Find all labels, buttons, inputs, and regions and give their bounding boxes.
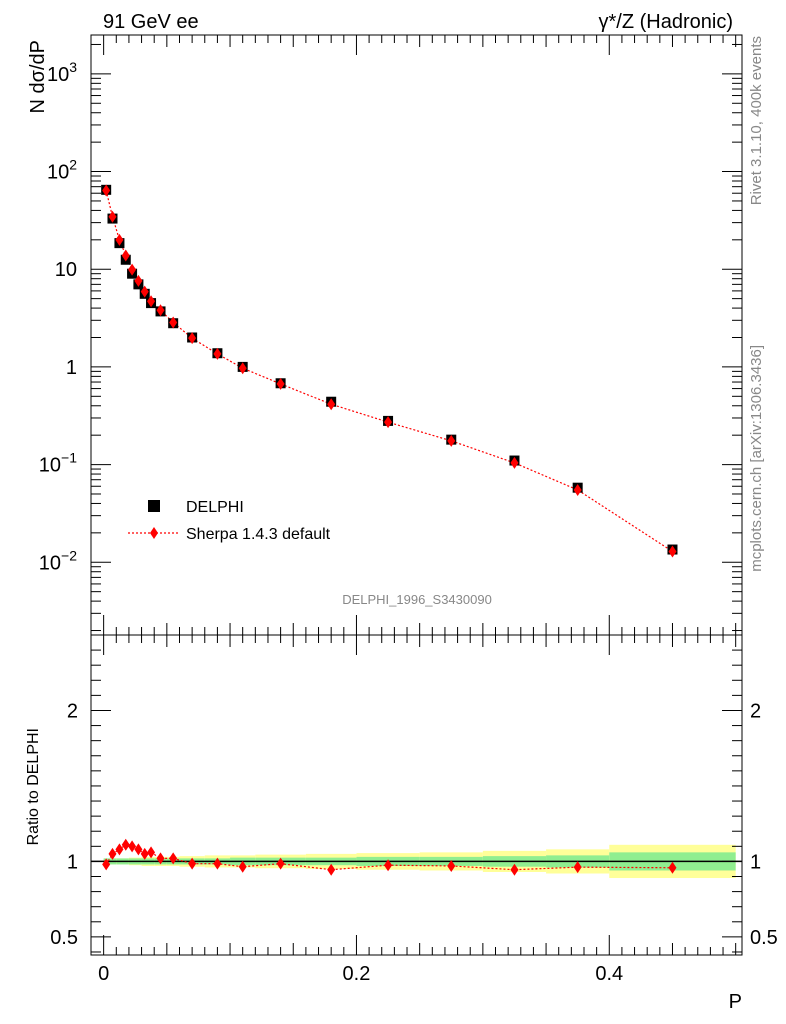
ratio-mc-point — [188, 857, 197, 870]
mc-point — [213, 347, 222, 360]
main-axes: 10−2 10−1 1 10 102 103 — [39, 34, 743, 636]
ratio-mc-point — [156, 852, 165, 865]
ratio-mc-point — [668, 861, 677, 874]
mc-point — [156, 304, 165, 317]
x-tick-label: 0.4 — [595, 963, 623, 985]
x-tick-label: 0 — [98, 963, 109, 985]
analysis-label: DELPHI_1996_S3430090 — [342, 592, 492, 607]
ratio-y-tick-label-right: 1 — [750, 851, 761, 873]
ratio-mc-point — [573, 861, 582, 874]
main-y-tick-label: 102 — [47, 157, 77, 184]
main-y-tick-label: 10 — [55, 259, 77, 281]
ratio-mc-point — [140, 847, 149, 860]
mc-point — [276, 377, 285, 390]
x-axis-title: P — [729, 991, 742, 1013]
ratio-mc-point — [134, 843, 143, 856]
side-text-bottom: mcplots.cern.ch [arXiv:1306.3436] — [748, 345, 765, 572]
x-tick-label: 0.2 — [343, 963, 371, 985]
mc-point — [108, 210, 117, 223]
mc-point — [384, 416, 393, 429]
legend-mc-marker — [150, 527, 158, 539]
mc-point — [140, 285, 149, 298]
ratio-y-tick-label: 2 — [67, 700, 78, 722]
header-left: 91 GeV ee — [103, 11, 199, 33]
mc-point — [169, 316, 178, 329]
ratio-mc-point — [447, 859, 456, 872]
mc-point — [573, 483, 582, 496]
mc-point — [188, 332, 197, 345]
ratio-y-tick-label-right: 2 — [750, 700, 761, 722]
ratio-plot-frame — [90, 634, 743, 956]
ratio-y-tick-label: 0.5 — [50, 927, 78, 949]
legend: DELPHI Sherpa 1.4.3 default — [128, 499, 331, 543]
mc-point — [134, 274, 143, 287]
mc-point — [238, 362, 247, 375]
ratio-mc-point — [327, 863, 336, 876]
mc-point — [121, 249, 130, 262]
ratio-series — [102, 838, 677, 876]
ratio-mc-point — [115, 843, 124, 856]
mc-point — [115, 233, 124, 246]
ratio-mc-point — [213, 857, 222, 870]
mc-point — [447, 434, 456, 447]
ratio-mc-point — [128, 840, 137, 853]
mc-line — [105, 190, 673, 552]
mc-point — [668, 545, 677, 558]
mc-point — [327, 398, 336, 411]
legend-data-label: DELPHI — [186, 499, 244, 516]
main-y-tick-label: 1 — [66, 357, 77, 379]
ratio-axes: 0.5 0.5 1 1 2 2 0 0.2 0.4 — [50, 634, 778, 985]
mc-point — [102, 184, 111, 197]
ratio-mc-point — [108, 847, 117, 860]
ratio-mc-point — [169, 852, 178, 865]
main-y-tick-label: 10−1 — [39, 450, 77, 477]
main-y-tick-label: 10−2 — [39, 547, 77, 574]
legend-mc-label: Sherpa 1.4.3 default — [186, 526, 331, 543]
side-text-top: Rivet 3.1.10, 400k events — [748, 36, 765, 205]
ratio-mc-point — [510, 863, 519, 876]
ratio-y-tick-label: 1 — [67, 851, 78, 873]
ratio-mc-point — [238, 860, 247, 873]
mc-point — [147, 295, 156, 308]
ratio-mc-point — [121, 838, 130, 851]
main-series — [101, 184, 678, 558]
main-y-tick-label: 103 — [47, 59, 77, 86]
ratio-y-axis-title: Ratio to DELPHI — [25, 728, 42, 845]
ratio-mc-point — [384, 859, 393, 872]
mc-point — [510, 456, 519, 469]
legend-data-marker — [148, 500, 160, 512]
ratio-mc-point — [147, 846, 156, 859]
ratio-mc-point — [276, 857, 285, 870]
ratio-y-tick-label-right: 0.5 — [750, 927, 778, 949]
mc-point — [128, 263, 137, 276]
main-y-axis-title: N dσ/dP — [27, 40, 49, 114]
header-right: γ*/Z (Hadronic) — [599, 11, 733, 33]
ratio-mc-point — [102, 858, 111, 871]
